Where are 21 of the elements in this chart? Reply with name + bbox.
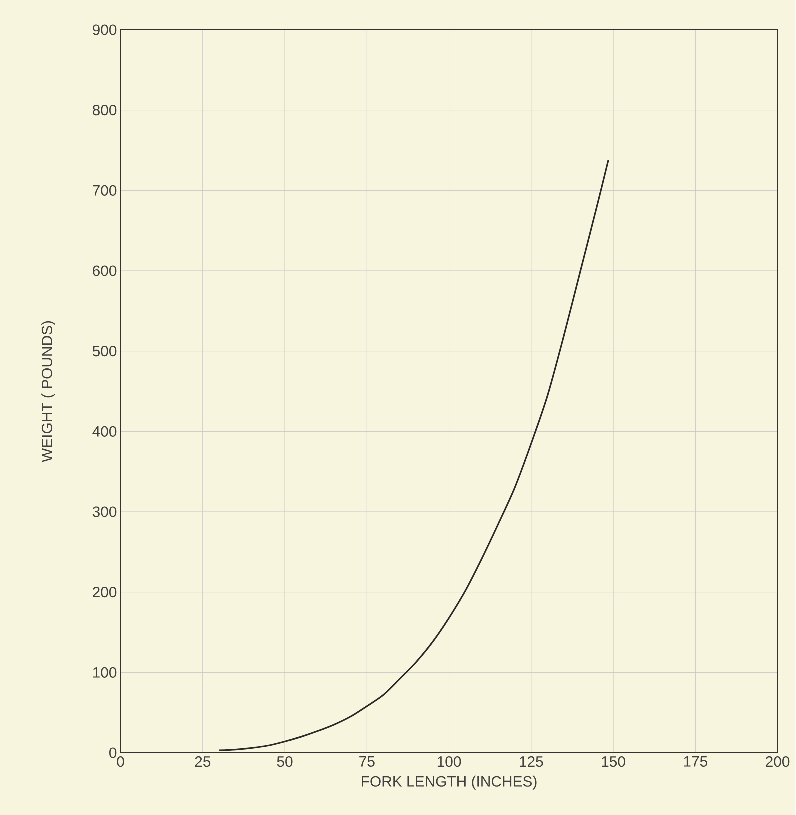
y-tick-label: 500	[93, 346, 117, 357]
y-tick-label: 600	[93, 266, 117, 276]
x-tick-label: 200	[766, 756, 790, 768]
y-tick-label: 200	[93, 587, 117, 598]
y-tick-label: 300	[92, 506, 117, 518]
x-tick-label: 0	[117, 756, 124, 768]
y-tick-label: 400	[92, 426, 117, 437]
y-tick-label: 100	[94, 667, 117, 678]
x-tick-label: 100	[438, 756, 462, 768]
x-tick-label: 75	[360, 756, 375, 767]
y-axis-title: WEIGHT ( POUNDS)	[42, 321, 56, 462]
x-tick-label: 150	[602, 756, 626, 768]
x-axis-title: FORK LENGTH (INCHES)	[362, 776, 537, 790]
x-tick-label: 25	[195, 756, 211, 768]
x-tick-label: 50	[277, 756, 293, 768]
y-tick-label: 900	[93, 24, 117, 36]
y-tick-label: 700	[93, 185, 117, 196]
y-tick-label: 0	[110, 748, 117, 758]
x-tick-label: 125	[520, 756, 544, 768]
x-tick-label: 175	[684, 756, 708, 767]
y-tick-label: 800	[93, 105, 117, 116]
